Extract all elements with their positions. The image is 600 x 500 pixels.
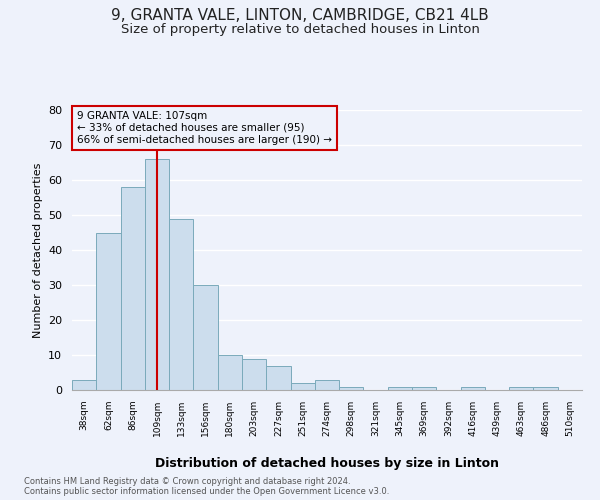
Bar [290, 383, 315, 390]
Bar [412, 386, 436, 390]
Text: Distribution of detached houses by size in Linton: Distribution of detached houses by size … [155, 458, 499, 470]
Bar [169, 218, 193, 390]
Bar [533, 386, 558, 390]
Text: Contains public sector information licensed under the Open Government Licence v3: Contains public sector information licen… [24, 488, 389, 496]
Text: Contains HM Land Registry data © Crown copyright and database right 2024.: Contains HM Land Registry data © Crown c… [24, 478, 350, 486]
Bar [266, 366, 290, 390]
Text: 9 GRANTA VALE: 107sqm
← 33% of detached houses are smaller (95)
66% of semi-deta: 9 GRANTA VALE: 107sqm ← 33% of detached … [77, 112, 332, 144]
Bar [242, 358, 266, 390]
Bar [218, 355, 242, 390]
Bar [388, 386, 412, 390]
Bar [193, 285, 218, 390]
Bar [145, 159, 169, 390]
Bar [315, 380, 339, 390]
Bar [509, 386, 533, 390]
Bar [461, 386, 485, 390]
Bar [96, 232, 121, 390]
Bar [339, 386, 364, 390]
Y-axis label: Number of detached properties: Number of detached properties [32, 162, 43, 338]
Text: 9, GRANTA VALE, LINTON, CAMBRIDGE, CB21 4LB: 9, GRANTA VALE, LINTON, CAMBRIDGE, CB21 … [111, 8, 489, 22]
Bar [121, 187, 145, 390]
Text: Size of property relative to detached houses in Linton: Size of property relative to detached ho… [121, 22, 479, 36]
Bar [72, 380, 96, 390]
